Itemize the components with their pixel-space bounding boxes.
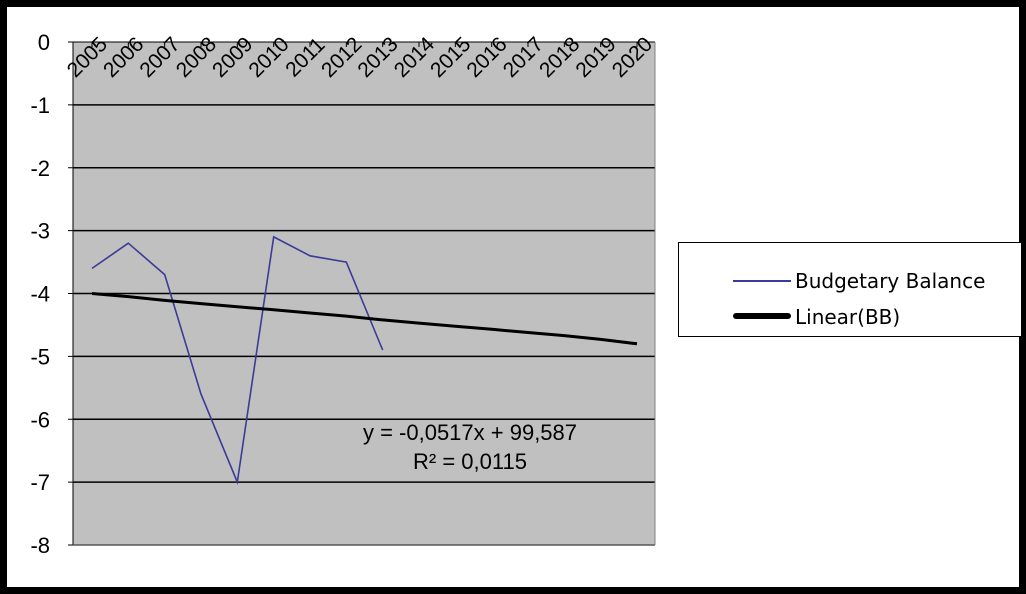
- y-tick-label: -3: [30, 219, 50, 244]
- y-tick-label: -5: [30, 344, 50, 369]
- series-line-budgetary-balance: [91, 235, 384, 486]
- legend-entry-budgetary-balance: Budgetary Balance: [679, 269, 1021, 293]
- legend-label-linear-bb: Linear(BB): [795, 305, 901, 329]
- y-tick-label: -1: [30, 93, 50, 118]
- legend-entry-linear-bb: Linear(BB): [679, 305, 1021, 329]
- y-tick-label: -2: [30, 156, 50, 181]
- legend-swatch-linear-bb: [733, 313, 791, 319]
- y-tick-label: 0: [38, 30, 50, 55]
- trendline-r-squared: R² = 0,0115: [413, 449, 527, 474]
- trendline-linear-bb: [91, 292, 638, 346]
- y-tick-label: -4: [30, 282, 50, 307]
- y-tick-label: -7: [30, 470, 50, 495]
- y-tick-label: -8: [30, 533, 50, 558]
- chart-legend: Budgetary Balance Linear(BB): [678, 242, 1022, 337]
- y-tick-label: -6: [30, 407, 50, 432]
- legend-swatch-budgetary-balance: [733, 280, 791, 282]
- legend-label-budgetary-balance: Budgetary Balance: [795, 269, 986, 293]
- trendline-equation: y = -0,0517x + 99,587: [362, 420, 578, 445]
